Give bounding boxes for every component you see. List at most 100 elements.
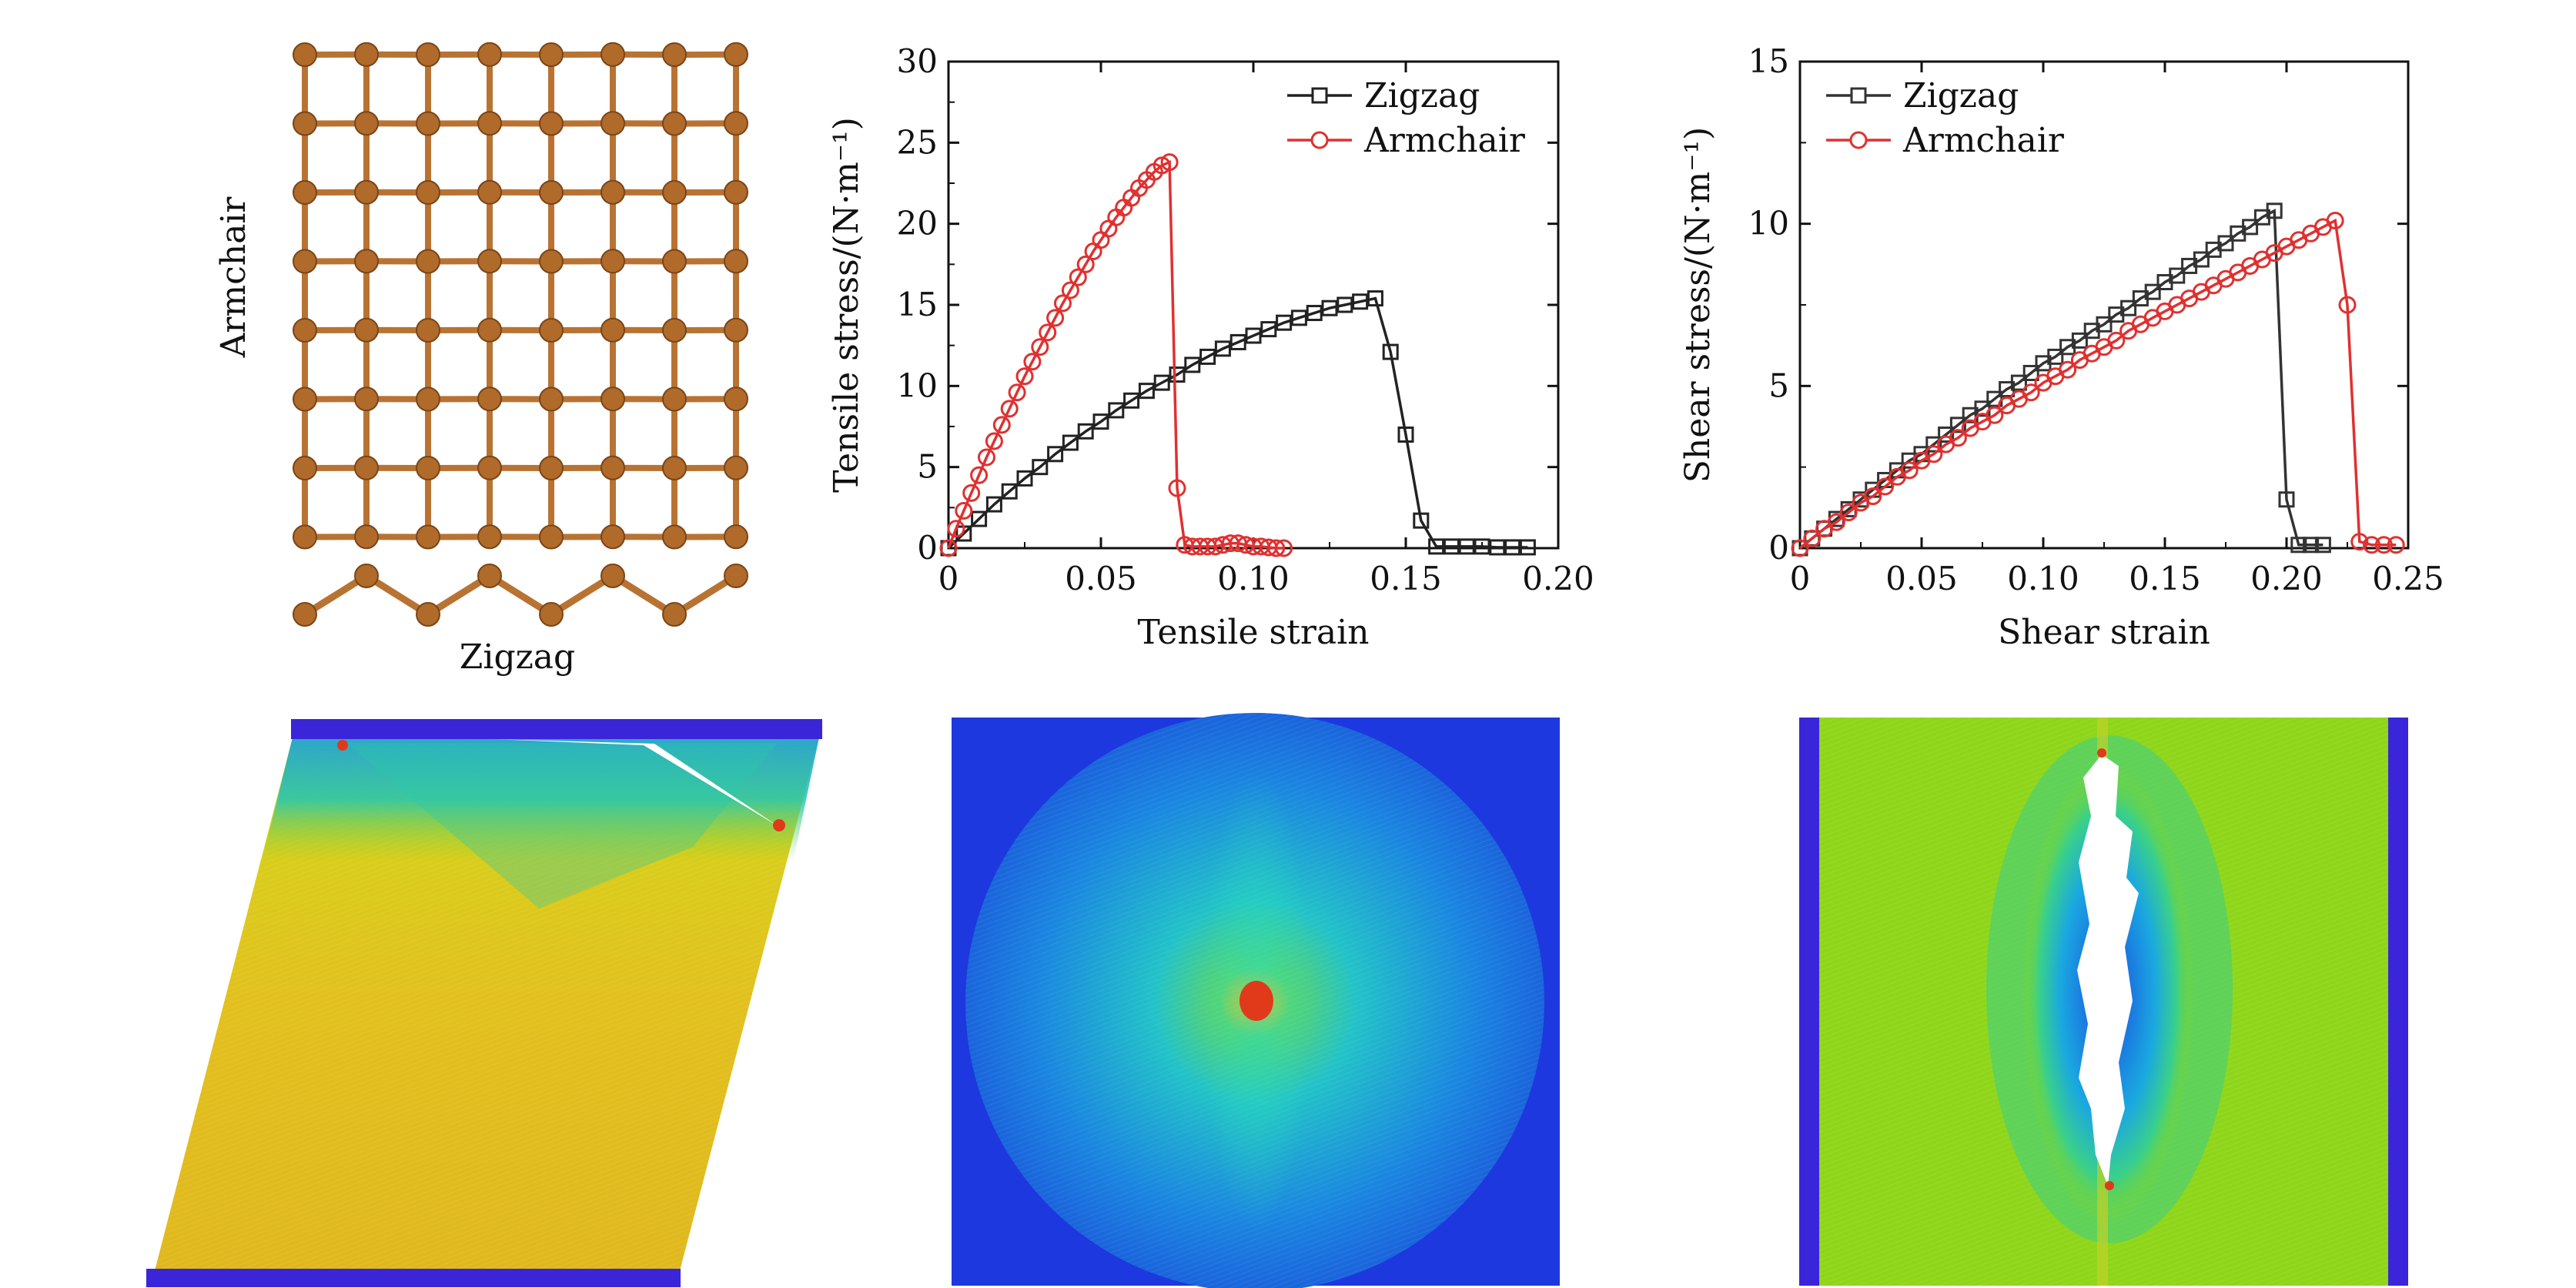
y-tick-label: 0 (1768, 529, 1789, 567)
x-tick-label: 0.05 (1065, 560, 1137, 597)
lattice-atoms (293, 42, 748, 550)
data-point (1092, 413, 1109, 430)
lattice-atom (724, 386, 748, 412)
data-point (2169, 267, 2186, 284)
data-point (2278, 491, 2295, 508)
lattice-atom (354, 42, 379, 67)
legend-label: Zigzag (1903, 76, 2019, 115)
biaxial-stress-map-panel (952, 713, 1560, 1288)
lattice-atom (293, 386, 317, 412)
data-point (2022, 364, 2039, 381)
lattice-atom (724, 524, 748, 550)
data-point (1054, 294, 1072, 313)
crack-stress-map-panel (1799, 718, 2408, 1286)
data-point (1504, 539, 1521, 556)
data-point (1077, 423, 1094, 440)
data-point (1382, 343, 1399, 360)
lattice-atom (354, 317, 379, 343)
data-point (2059, 360, 2077, 379)
lattice-atom (477, 111, 502, 136)
lattice-atom (539, 386, 564, 412)
data-point (2338, 296, 2357, 314)
data-point (1413, 512, 1430, 529)
lattice-atom (293, 42, 317, 67)
lattice-atom (354, 179, 379, 205)
data-point (1199, 348, 1216, 365)
lattice-atom (293, 180, 317, 205)
crack-tip-top (2097, 748, 2106, 758)
data-point (1061, 281, 1079, 299)
data-point (1160, 153, 1179, 172)
lattice-atom (293, 456, 317, 480)
lattice-atom (662, 386, 687, 412)
data-point (1458, 538, 1475, 555)
data-point (2314, 537, 2331, 554)
data-point (971, 510, 988, 527)
lattice-atom (539, 318, 564, 343)
shear-stress-map-panel (146, 719, 822, 1287)
zigzag-atom (662, 602, 687, 627)
x-tick-label: 0 (1790, 560, 1811, 597)
data-point (2387, 536, 2405, 554)
lattice-atom (416, 249, 440, 274)
data-point (2303, 537, 2320, 554)
data-point (1938, 427, 1955, 443)
lattice-atom (416, 524, 440, 550)
data-point (1039, 323, 1057, 342)
lattice-atom (539, 249, 564, 274)
data-point (1519, 539, 1536, 556)
x-tick-label: 0.15 (1370, 560, 1442, 597)
lattice-atom (601, 179, 625, 205)
legend-marker (1849, 131, 1868, 149)
lattice-atom (477, 42, 502, 67)
data-point (2010, 374, 2027, 391)
data-point (1791, 539, 1809, 557)
data-point (1169, 366, 1186, 383)
lattice-atom (662, 456, 687, 480)
lattice-atom (662, 249, 687, 274)
x-axis-label: Tensile strain (1138, 613, 1370, 652)
series-armchair (1791, 211, 2405, 557)
x-tick-label: 0.20 (2250, 560, 2323, 597)
lattice-atom (477, 179, 502, 205)
lattice-atom (354, 524, 379, 550)
lattice-atom (724, 317, 748, 343)
lattice-atom (662, 318, 687, 343)
data-point (2290, 537, 2307, 554)
legend-label: Zigzag (1364, 76, 1480, 115)
data-point (1428, 538, 1445, 555)
shear-stress-strain-chart: 0 0.05 0.10 0.15 0.20 0.25 0 5 10 15 Shear strain S… (1678, 42, 2444, 652)
crack-tip-bottom (2105, 1181, 2114, 1190)
data-point (1275, 539, 1293, 557)
data-point (2022, 383, 2040, 402)
data-point (2266, 202, 2283, 219)
lattice-atom (416, 456, 440, 480)
data-point (985, 496, 1002, 513)
x-tick-label: 0.10 (1217, 560, 1290, 597)
data-point (1016, 470, 1033, 487)
data-point (985, 432, 1003, 450)
data-point (1032, 459, 1049, 476)
tensile-stress-strain-chart: 0 0.05 0.10 0.15 0.20 0 5 10 15 20 25 30 Tensile str… (827, 42, 1594, 652)
lattice-atom (601, 317, 625, 343)
lattice-atom (477, 455, 502, 480)
data-point (1069, 268, 1087, 286)
data-point (1306, 305, 1323, 322)
lattice-atom (662, 524, 687, 550)
y-tick-label: 10 (897, 366, 938, 404)
data-point (2096, 316, 2113, 333)
zigzag-atom (601, 564, 625, 588)
lattice-atom (601, 111, 625, 136)
data-point (1229, 333, 1246, 350)
lattice-atom (477, 317, 502, 343)
lattice-atom (416, 111, 440, 136)
data-point (955, 502, 973, 520)
data-point (1001, 483, 1018, 500)
y-tick-label: 5 (917, 448, 938, 486)
data-point (1023, 353, 1042, 371)
sheared-sheet-texture (152, 738, 819, 1280)
data-point (1900, 461, 1919, 480)
data-point (1214, 340, 1231, 357)
lattice-atom (416, 180, 440, 205)
